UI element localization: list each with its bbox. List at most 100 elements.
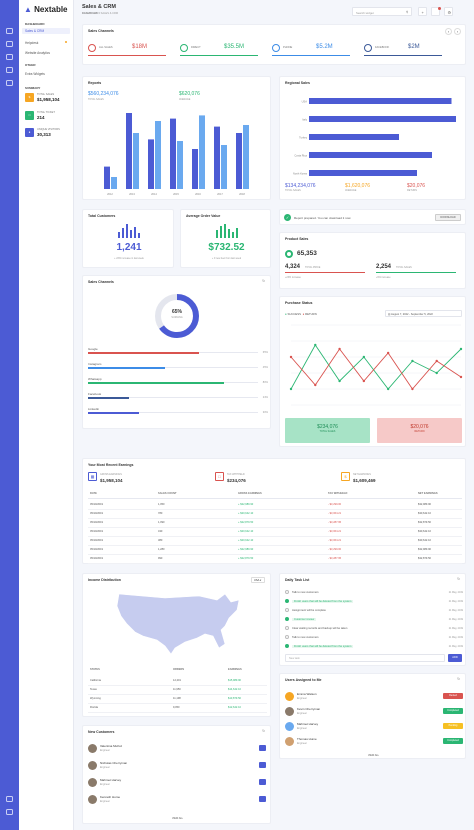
checkbox-icon[interactable]	[285, 626, 289, 630]
task-text: Talk to new customers	[292, 635, 319, 639]
refresh-icon[interactable]: ↻	[262, 729, 265, 733]
avatar	[88, 761, 97, 770]
table-cell: $15,989.90	[228, 679, 241, 682]
task-item[interactable]: Finish users that will be deleted from t…	[285, 597, 463, 606]
task-item[interactable]: Talk to new customers 21 May, 2019	[285, 633, 463, 642]
table-cell: 780	[158, 512, 163, 515]
checked-checkbox-icon[interactable]	[285, 644, 289, 648]
table-row[interactable]: 05/10/2019 1,090 + $32,879.50 - $3,287.95 $3…	[88, 519, 462, 528]
tax-value: $234,076	[227, 478, 246, 483]
task-item[interactable]: Clear waiting records and backup will be…	[285, 624, 463, 633]
logout-icon[interactable]	[6, 809, 13, 815]
breadcrumb-root[interactable]: DASHBOARD	[82, 12, 99, 15]
channel-item[interactable]: DIRECT $35.5M	[180, 40, 268, 56]
task-date: 21 May, 2019	[448, 617, 463, 621]
message-button[interactable]	[259, 745, 266, 751]
table-row[interactable]: Wyoming 11,198 $13,879.50	[88, 695, 267, 704]
income-header: EARNINGS	[228, 668, 242, 671]
table-row[interactable]: Florida 9,050 $12,642.10	[88, 704, 267, 713]
next-chevron-icon[interactable]: ›	[454, 28, 461, 35]
regional-sales-card: Regional Sales USA Italy Turkey Costa Rica N…	[279, 76, 466, 200]
checkbox-icon[interactable]	[285, 590, 289, 594]
channel-bar-pct: 65%	[262, 351, 268, 354]
tax-icon: □	[215, 472, 224, 481]
table-row[interactable]: 05/10/2019 1,280 + $32,989.90 - $3,299.00 $3…	[88, 546, 462, 555]
chart-icon[interactable]	[6, 80, 13, 86]
channel-icon	[88, 44, 96, 52]
table-row[interactable]: 05/10/2019 380 + $30,642.10 - $3,064.21 $30,…	[88, 537, 462, 546]
refresh-icon[interactable]: ↻	[262, 279, 265, 283]
date-range-picker[interactable]: ▥ August 7, 2022 - September 5, 2022	[385, 310, 462, 317]
new-task-input[interactable]: New task	[285, 654, 445, 662]
customer-role: Engineer	[100, 766, 111, 769]
add-button[interactable]: +	[418, 7, 427, 16]
dashboard-icon[interactable]	[6, 28, 13, 34]
channel-label: PHONE	[283, 46, 293, 49]
table-row[interactable]: Texas 11,950 $14,642.10	[88, 686, 267, 695]
checkbox-icon[interactable]	[285, 608, 289, 612]
sidebar-heading-dashboard: DASHBOARD	[25, 22, 45, 26]
task-item[interactable]: Talk to new customers 21 May, 2019	[285, 588, 463, 597]
report-notice-text: Report prepared. You can download it now	[294, 215, 351, 220]
table-row[interactable]: 05/10/2019 1,050 + $32,989.90 - $3,299.00 $3…	[88, 501, 462, 510]
channel-item[interactable]: FACEBOOK $2M	[364, 40, 452, 56]
total-customers-card: Total Customers 1,241 + 23% increase in …	[82, 209, 174, 268]
mail-icon[interactable]	[6, 54, 13, 60]
channel-item[interactable]: ALL SALES $18M	[88, 40, 176, 56]
sidebar-item-website-analytics[interactable]: Website Analytics	[25, 51, 50, 55]
table-cell: 1,090	[158, 521, 165, 524]
return-summary: $20,076 RETURN	[377, 418, 462, 443]
add-task-button[interactable]: ADD	[448, 654, 462, 662]
sidebar-item-sales-crm[interactable]: Sales & CRM	[22, 28, 70, 34]
task-item[interactable]: Assignment will be complete 21 May, 2019	[285, 606, 463, 615]
refresh-icon[interactable]: ↻	[457, 677, 460, 681]
users-icon[interactable]	[6, 67, 13, 73]
search-input[interactable]: Search widget ⚲	[352, 7, 412, 16]
plus-icon: +	[421, 9, 424, 15]
table-row[interactable]: 05/10/2019 990 + $32,879.50 - $3,287.95 $32,…	[88, 555, 462, 564]
settings-icon[interactable]	[6, 796, 13, 802]
summary-label: TOTAL TICKET	[37, 111, 55, 114]
net-label: NET EARNINGS	[353, 473, 371, 476]
task-item[interactable]: Finish users that will be deleted from t…	[285, 642, 463, 651]
message-button[interactable]	[259, 779, 266, 785]
channel-item[interactable]: PHONE $5.2M	[272, 40, 360, 56]
task-item[interactable]: Customer review 21 May, 2019	[285, 615, 463, 624]
settings-button[interactable]: ⚙	[444, 7, 453, 16]
purchase-point	[459, 347, 463, 351]
checked-checkbox-icon[interactable]	[285, 617, 289, 621]
refresh-icon[interactable]: ↻	[457, 577, 460, 581]
message-button[interactable]	[259, 762, 266, 768]
message-button[interactable]	[259, 796, 266, 802]
brand-logo[interactable]: ▲ Nextable	[24, 5, 68, 14]
legend-success-icon: ●	[285, 312, 287, 316]
country-select[interactable]: USA ▾	[251, 577, 265, 583]
download-button[interactable]: DOWNLOAD	[435, 214, 461, 221]
earnings-header: DATE	[90, 492, 97, 495]
table-row[interactable]: 05/10/2019 430 + $30,642.10 - $3,064.21 $30,…	[88, 528, 462, 537]
sidebar-item-helpdesk[interactable]: Helpdesk	[25, 41, 39, 45]
reports-bar	[170, 118, 176, 189]
assigned-name: Kevin Cherryman	[297, 707, 321, 711]
table-row[interactable]: California 12,201 $15,989.90	[88, 677, 267, 686]
view-all-assigned-link[interactable]: VIEW ALL	[368, 754, 379, 757]
regional-tick: Costa Rica	[294, 154, 307, 158]
checkbox-icon[interactable]	[285, 635, 289, 639]
return-value: $20,076	[410, 424, 429, 430]
notifications-button[interactable]	[431, 7, 441, 16]
tax-label: TAX WITHHELD	[227, 473, 245, 476]
checked-checkbox-icon[interactable]	[285, 599, 289, 603]
reports-bar	[126, 113, 132, 189]
donut-center-value: 65%	[171, 309, 182, 315]
table-cell: - $3,299.00	[328, 548, 342, 551]
view-all-customers-link[interactable]: VIEW ALL	[172, 817, 183, 820]
purchase-point	[289, 387, 293, 391]
layers-icon[interactable]	[6, 41, 13, 47]
prev-chevron-icon[interactable]: ‹	[445, 28, 452, 35]
breadcrumb: DASHBOARD / SALES & CRM	[82, 12, 119, 15]
sidebar-item-extra-widgets[interactable]: Extra Widgets	[25, 72, 45, 76]
sidebar-heading-other: OTHER	[25, 63, 36, 67]
customer-role: Engineer	[100, 783, 111, 786]
table-row[interactable]: 05/10/2019 780 + $30,642.10 - $3,064.21 $30,…	[88, 510, 462, 519]
table-cell: 9,050	[173, 706, 180, 709]
